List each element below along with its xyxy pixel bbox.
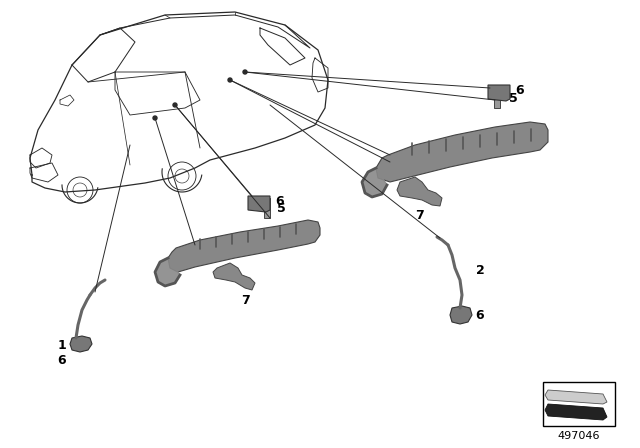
Polygon shape [264,198,270,218]
Polygon shape [213,263,255,290]
Circle shape [228,78,232,82]
Text: 497046: 497046 [557,431,600,441]
Polygon shape [494,88,500,108]
Polygon shape [155,258,180,286]
Polygon shape [376,122,548,182]
Polygon shape [168,220,320,272]
Polygon shape [545,390,607,404]
Polygon shape [70,336,92,352]
Text: 6: 6 [276,194,284,207]
Text: 5: 5 [509,91,517,104]
Polygon shape [248,196,270,212]
Text: 1: 1 [58,339,67,352]
Circle shape [173,103,177,107]
Polygon shape [397,177,442,206]
Text: 7: 7 [415,208,424,221]
Text: 5: 5 [276,202,285,215]
Text: 7: 7 [241,293,250,306]
Circle shape [243,70,247,74]
Polygon shape [450,306,472,324]
Text: 6: 6 [58,353,67,366]
Text: 6: 6 [516,83,524,96]
Text: 6: 6 [476,309,484,322]
Circle shape [153,116,157,120]
Text: 2: 2 [476,263,484,276]
Polygon shape [545,404,607,420]
Bar [543,382,615,426]
Polygon shape [362,168,387,197]
Polygon shape [488,85,510,101]
